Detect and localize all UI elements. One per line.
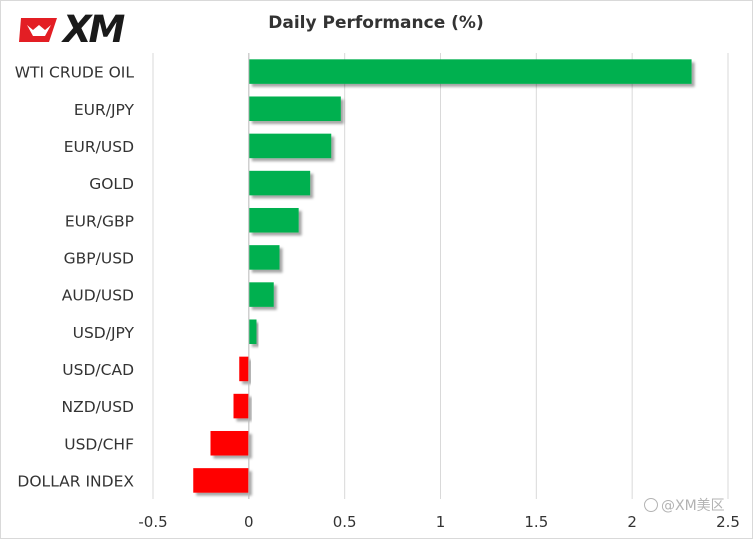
x-tick-label: 0.5 xyxy=(333,513,357,531)
bull-logo-icon xyxy=(19,18,57,42)
x-tick-label: 1.5 xyxy=(524,513,548,531)
category-label: GBP/USD xyxy=(64,249,134,267)
bar xyxy=(248,282,274,307)
chart-title: Daily Performance (%) xyxy=(268,13,484,33)
x-tick-label: 2.5 xyxy=(716,513,740,531)
bar xyxy=(248,319,257,345)
weibo-icon xyxy=(644,498,658,512)
bar xyxy=(248,96,341,122)
logo-wordmark: XM xyxy=(63,8,125,51)
bar xyxy=(248,170,311,196)
category-label: USD/CHF xyxy=(64,435,134,453)
xm-logo: XM xyxy=(19,8,155,51)
watermark: @XM美区 xyxy=(644,495,725,515)
bar xyxy=(193,468,249,493)
x-tick-label: 0 xyxy=(244,513,254,531)
category-label: NZD/USD xyxy=(62,398,135,416)
bar xyxy=(210,430,249,456)
category-label: GOLD xyxy=(89,175,134,193)
category-label: USD/JPY xyxy=(73,324,135,342)
category-label: EUR/JPY xyxy=(74,101,135,119)
category-label: DOLLAR INDEX xyxy=(17,472,134,490)
bar xyxy=(233,393,249,419)
category-label: EUR/USD xyxy=(64,138,134,156)
category-label: WTI CRUDE OIL xyxy=(15,64,135,82)
x-tick-label: 2 xyxy=(627,513,637,531)
bar xyxy=(248,133,332,159)
bar xyxy=(248,207,299,233)
category-label: EUR/GBP xyxy=(65,212,134,230)
watermark-text: @XM美区 xyxy=(661,498,725,514)
category-label: USD/CAD xyxy=(62,361,134,379)
x-tick-label: 1 xyxy=(436,513,446,531)
bar xyxy=(248,59,692,84)
x-tick-label: -0.5 xyxy=(138,513,167,531)
bar xyxy=(239,356,249,382)
category-label: AUD/USD xyxy=(62,287,134,305)
bar xyxy=(248,245,280,270)
